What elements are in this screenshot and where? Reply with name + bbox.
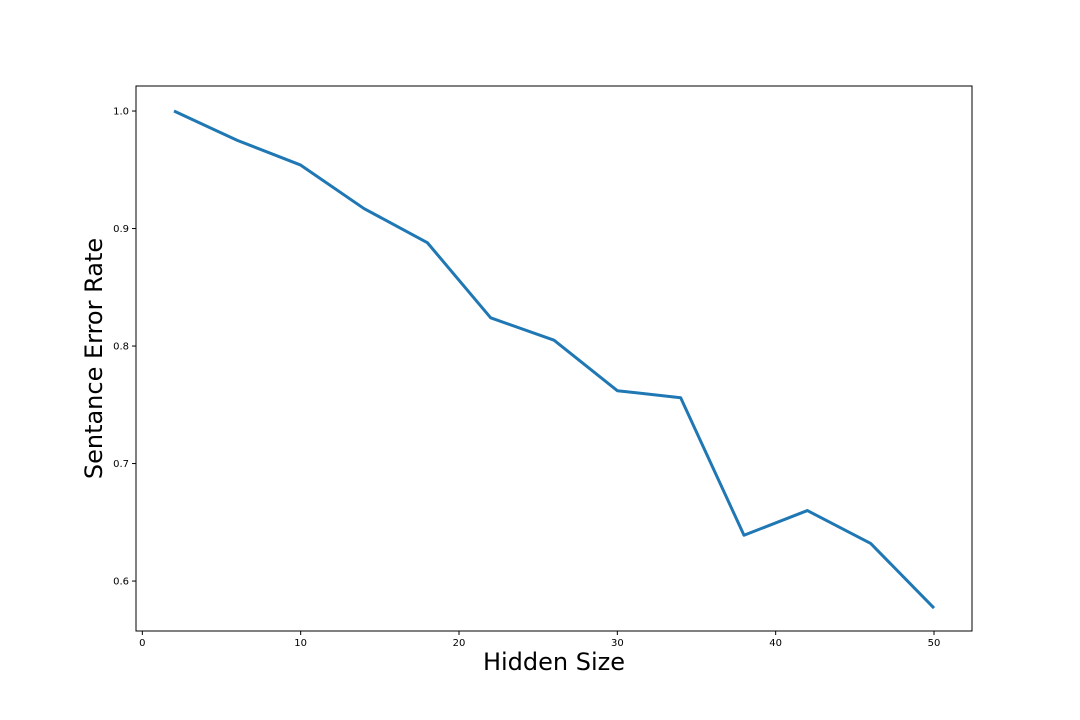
x-tick-label: 20 (453, 638, 466, 649)
y-tick-label: 1.0 (113, 107, 129, 118)
y-tick-label: 0.6 (113, 577, 129, 588)
series-layer (173, 109, 936, 610)
plot-area-frame (135, 85, 973, 632)
x-tick-label: 40 (769, 638, 782, 649)
y-tick-label: 0.8 (113, 342, 129, 353)
series-line (173, 109, 936, 610)
y-tick-label: 0.7 (113, 459, 129, 470)
y-axis-ticks: 0.6 0.7 0.8 0.9 1.0 (113, 107, 136, 588)
y-axis-title: Sentance Error Rate (80, 238, 108, 479)
x-tick-label: 30 (611, 638, 624, 649)
x-tick-label: 0 (139, 638, 145, 649)
x-tick-label: 10 (294, 638, 307, 649)
y-tick-label: 0.9 (113, 224, 129, 235)
x-axis-title: Hidden Size (483, 648, 625, 676)
x-tick-label: 50 (928, 638, 941, 649)
x-axis-ticks: 0 10 20 30 40 50 (139, 631, 940, 649)
